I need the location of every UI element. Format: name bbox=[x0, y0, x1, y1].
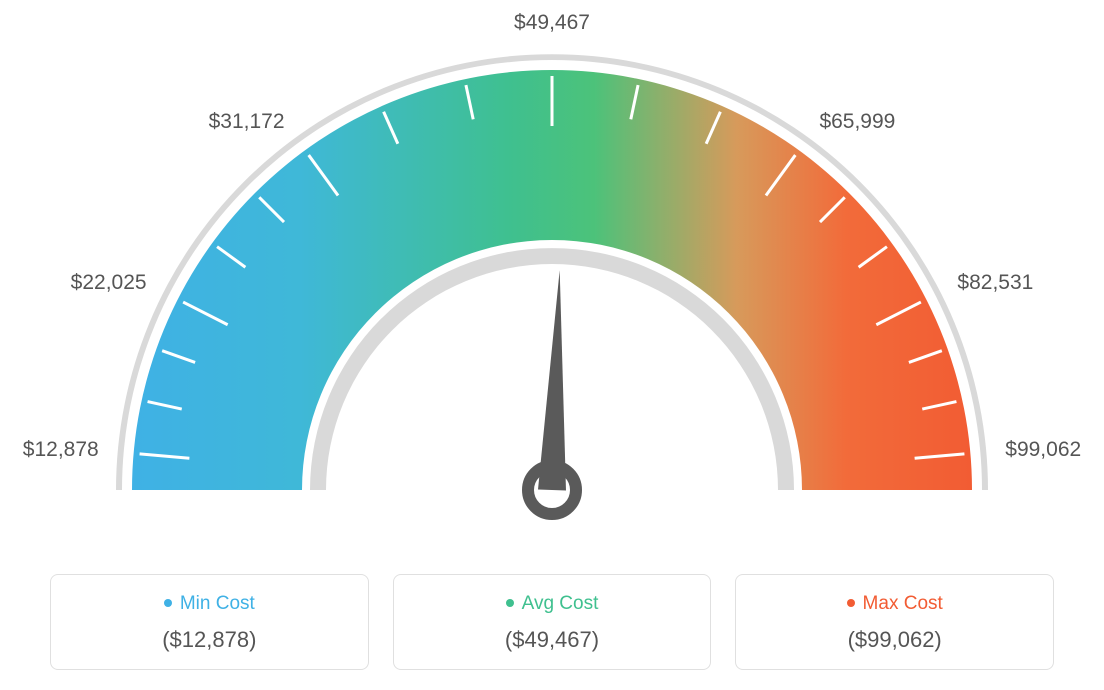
chart-container: $12,878 $22,025 $31,172 $49,467 $65,999 $82,5… bbox=[0, 0, 1104, 690]
legend-label-min: Min Cost bbox=[51, 593, 368, 615]
gauge-scale-label: $31,172 bbox=[209, 110, 285, 134]
dot-icon bbox=[506, 599, 514, 607]
gauge-chart: $12,878 $22,025 $31,172 $49,467 $65,999 $82,5… bbox=[0, 0, 1104, 560]
legend-max-text: Max Cost bbox=[863, 593, 943, 614]
gauge-scale-label: $99,062 bbox=[1005, 438, 1081, 462]
legend-label-avg: Avg Cost bbox=[394, 593, 711, 615]
legend-card-max: Max Cost ($99,062) bbox=[735, 574, 1054, 670]
legend-card-min: Min Cost ($12,878) bbox=[50, 574, 369, 670]
legend-avg-value: ($49,467) bbox=[394, 627, 711, 653]
gauge-scale-label: $12,878 bbox=[23, 438, 99, 462]
legend-label-max: Max Cost bbox=[736, 593, 1053, 615]
legend-min-value: ($12,878) bbox=[51, 627, 368, 653]
legend-card-avg: Avg Cost ($49,467) bbox=[393, 574, 712, 670]
gauge-scale-label: $22,025 bbox=[71, 271, 147, 295]
dot-icon bbox=[164, 599, 172, 607]
gauge-scale-label: $65,999 bbox=[819, 110, 895, 134]
gauge-svg bbox=[0, 0, 1104, 560]
legend-min-text: Min Cost bbox=[180, 593, 255, 614]
legend-avg-text: Avg Cost bbox=[522, 593, 599, 614]
gauge-scale-label: $49,467 bbox=[514, 11, 590, 35]
gauge-scale-label: $82,531 bbox=[957, 271, 1033, 295]
dot-icon bbox=[847, 599, 855, 607]
legend-max-value: ($99,062) bbox=[736, 627, 1053, 653]
legend-row: Min Cost ($12,878) Avg Cost ($49,467) Ma… bbox=[50, 574, 1054, 670]
